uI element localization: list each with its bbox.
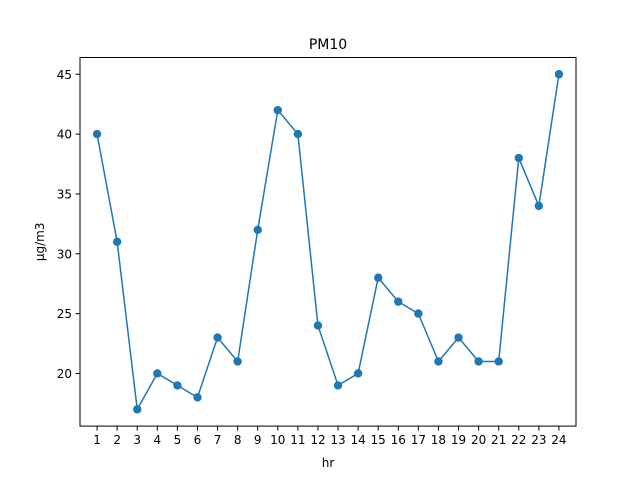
x-tick-label: 5 bbox=[174, 433, 182, 447]
x-tick-label: 14 bbox=[350, 433, 365, 447]
plot-area: 1 2 3 4 5 6 7 8 9 10 11 12 13 14 15 16 17 18 19 20 21 22 23 242… bbox=[57, 68, 567, 447]
x-tick-label: 10 bbox=[270, 433, 285, 447]
data-point bbox=[554, 70, 564, 79]
x-tick-label: 16 bbox=[391, 433, 406, 447]
data-point bbox=[514, 153, 523, 163]
x-tick-label: 12 bbox=[310, 433, 325, 447]
data-point bbox=[253, 225, 262, 235]
axes-frame bbox=[79, 57, 577, 427]
x-tick-label: 17 bbox=[411, 433, 426, 447]
data-point bbox=[313, 321, 323, 330]
x-tick-label: 23 bbox=[531, 433, 546, 447]
x-tick-label: 11 bbox=[290, 433, 305, 447]
y-tick-label: 40 bbox=[57, 128, 72, 142]
data-point bbox=[353, 369, 363, 378]
data-point bbox=[112, 237, 122, 246]
data-point bbox=[534, 201, 544, 211]
data-point bbox=[374, 273, 383, 282]
data-point bbox=[92, 129, 102, 139]
data-point bbox=[414, 309, 423, 318]
x-tick-label: 3 bbox=[133, 433, 141, 447]
data-point bbox=[233, 357, 242, 366]
x-tick-label: 8 bbox=[234, 433, 242, 447]
data-point bbox=[173, 381, 182, 390]
data-point bbox=[494, 357, 503, 366]
x-tick-label: 1 bbox=[93, 433, 101, 447]
data-point bbox=[273, 105, 282, 115]
x-tick-label: 15 bbox=[371, 433, 386, 447]
x-tick-label: 7 bbox=[214, 433, 222, 447]
y-tick-label: 20 bbox=[57, 367, 72, 381]
x-tick-label: 19 bbox=[451, 433, 466, 447]
x-axis-label: hr bbox=[322, 456, 335, 470]
data-point bbox=[213, 333, 222, 342]
data-point bbox=[434, 357, 443, 366]
y-tick-label: 35 bbox=[57, 187, 72, 201]
x-tick-label: 6 bbox=[194, 433, 202, 447]
x-tick-label: 18 bbox=[431, 433, 446, 447]
x-tick-label: 4 bbox=[153, 433, 161, 447]
x-tick-label: 21 bbox=[491, 433, 506, 447]
y-tick-label: 30 bbox=[57, 247, 72, 261]
x-tick-label: 24 bbox=[551, 433, 566, 447]
data-point bbox=[153, 369, 162, 378]
x-tick-label: 2 bbox=[113, 433, 121, 447]
x-tick-label: 22 bbox=[511, 433, 526, 447]
data-point bbox=[333, 381, 343, 390]
y-tick-label: 25 bbox=[57, 307, 72, 321]
x-tick-label: 20 bbox=[471, 433, 486, 447]
x-tick-label: 13 bbox=[330, 433, 345, 447]
data-point bbox=[394, 297, 403, 306]
y-tick-label: 45 bbox=[57, 68, 72, 82]
data-point bbox=[293, 129, 303, 139]
data-point bbox=[474, 357, 483, 366]
data-point bbox=[193, 393, 202, 402]
data-point bbox=[454, 333, 463, 342]
chart-title: PM10 bbox=[309, 37, 347, 53]
x-tick-label: 9 bbox=[254, 433, 262, 447]
y-axis-label: µg/m3 bbox=[33, 222, 47, 261]
data-point bbox=[133, 405, 142, 414]
